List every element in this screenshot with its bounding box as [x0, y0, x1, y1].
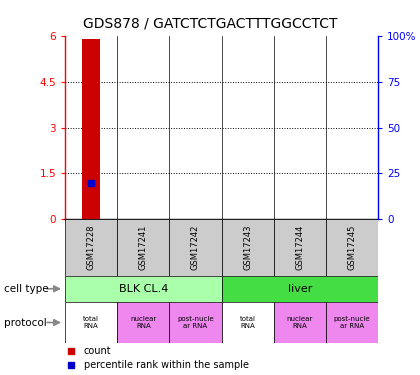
Text: GSM17228: GSM17228: [87, 225, 96, 270]
Text: GSM17243: GSM17243: [243, 225, 252, 270]
Bar: [222, 219, 274, 276]
Text: total
RNA: total RNA: [240, 316, 256, 329]
Text: BLK CL.4: BLK CL.4: [118, 284, 168, 294]
Bar: [222, 276, 378, 302]
Text: percentile rank within the sample: percentile rank within the sample: [84, 360, 249, 370]
Text: nuclear
RNA: nuclear RNA: [286, 316, 313, 329]
Bar: [274, 302, 326, 343]
Text: nuclear
RNA: nuclear RNA: [130, 316, 156, 329]
Text: total
RNA: total RNA: [83, 316, 99, 329]
Bar: [274, 219, 326, 276]
Bar: [222, 302, 274, 343]
Text: GSM17245: GSM17245: [347, 225, 357, 270]
Text: post-nucle
ar RNA: post-nucle ar RNA: [177, 316, 214, 329]
Bar: [65, 302, 117, 343]
Bar: [82, 39, 100, 219]
Text: protocol: protocol: [4, 318, 47, 327]
Bar: [117, 219, 169, 276]
Bar: [326, 302, 378, 343]
Bar: [65, 219, 117, 276]
Text: GDS878 / GATCTCTGACTTTGGCCTCT: GDS878 / GATCTCTGACTTTGGCCTCT: [83, 17, 337, 31]
Text: count: count: [84, 346, 111, 355]
Text: post-nucle
ar RNA: post-nucle ar RNA: [333, 316, 370, 329]
Text: GSM17241: GSM17241: [139, 225, 148, 270]
Text: GSM17244: GSM17244: [295, 225, 304, 270]
Text: liver: liver: [288, 284, 312, 294]
Bar: [169, 302, 222, 343]
Text: GSM17242: GSM17242: [191, 225, 200, 270]
Text: cell type: cell type: [4, 284, 49, 294]
Bar: [117, 302, 169, 343]
Bar: [326, 219, 378, 276]
Bar: [65, 276, 222, 302]
Bar: [169, 219, 222, 276]
